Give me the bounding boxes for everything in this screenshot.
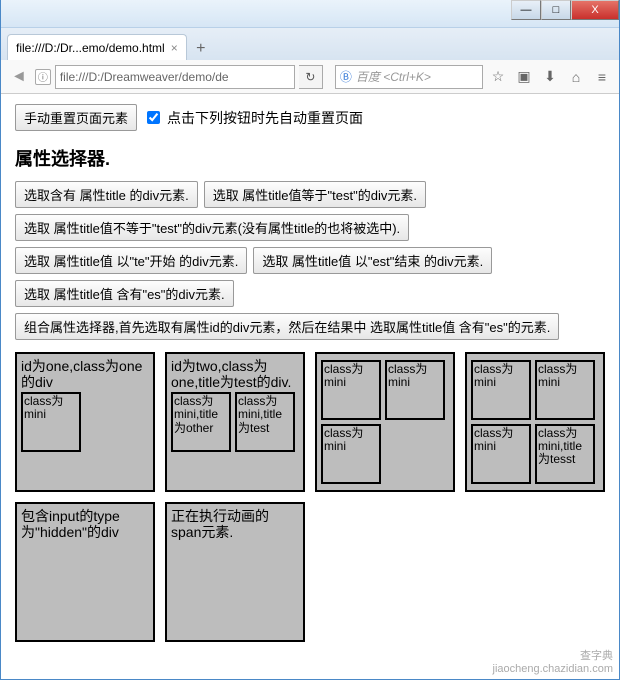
bookmark-icon[interactable]: ☆	[487, 68, 509, 85]
op-title-ne-test-button[interactable]: 选取 属性title值不等于"test"的div元素(没有属性title的也将被…	[15, 214, 409, 241]
op-combo-button[interactable]: 组合属性选择器,首先选取有属性id的div元素，然后在结果中 选取属性title…	[15, 313, 559, 340]
mini-box: class为mini,title为tesst	[535, 424, 595, 484]
panel-text: id为one,class为one的div	[21, 358, 149, 390]
panel-text: id为two,class为one,title为test的div.	[171, 358, 299, 390]
reload-icon: ↻	[305, 70, 315, 84]
demo-panel: 正在执行动画的span元素.	[165, 502, 305, 642]
window-close-button[interactable]: X	[571, 0, 619, 20]
browser-tab[interactable]: file:///D:/Dr...emo/demo.html ×	[7, 34, 187, 60]
tab-close-icon[interactable]: ×	[171, 41, 178, 55]
window-minimize-button[interactable]: —	[511, 0, 541, 20]
tab-bar: file:///D:/Dr...emo/demo.html × +	[1, 28, 619, 60]
demo-panel: id为two,class为one,title为test的div.class为mi…	[165, 352, 305, 492]
op-title-contains-es-button[interactable]: 选取 属性title值 含有"es"的div元素.	[15, 280, 234, 307]
mini-box: class为mini,title为other	[171, 392, 231, 452]
reset-button[interactable]: 手动重置页面元素	[15, 104, 137, 131]
section-title: 属性选择器.	[15, 145, 605, 171]
search-engine-icon: Ⓑ	[340, 68, 352, 85]
demo-panel: class为miniclass为miniclass为mini	[315, 352, 455, 492]
search-engine-label: 百度	[356, 68, 380, 85]
mini-box: class为mini	[471, 424, 531, 484]
panel-text: 包含input的type为"hidden"的div	[21, 508, 149, 540]
search-input[interactable]: Ⓑ 百度 <Ctrl+K>	[335, 65, 483, 89]
mini-wrap: class为miniclass为miniclass为miniclass为mini…	[471, 360, 599, 484]
downloads-icon[interactable]: ⬇	[539, 68, 561, 85]
url-input[interactable]: file:///D:/Dreamweaver/demo/de	[55, 65, 295, 89]
demo-area: id为one,class为one的divclass为miniid为two,cla…	[15, 352, 605, 642]
autoreset-text: 点击下列按钮时先自动重置页面	[167, 108, 363, 128]
search-placeholder: <Ctrl+K>	[383, 70, 431, 84]
menu-icon[interactable]: ≡	[591, 69, 613, 85]
home-icon[interactable]: ⌂	[565, 69, 587, 85]
window-titlebar: — □ X	[1, 0, 619, 28]
op-has-title-button[interactable]: 选取含有 属性title 的div元素.	[15, 181, 198, 208]
browser-window: — □ X file:///D:/Dr...emo/demo.html × + …	[0, 0, 620, 680]
watermark: 查字典 jiaocheng.chazidian.com	[493, 647, 613, 675]
reload-button[interactable]: ↻	[299, 65, 323, 89]
watermark-line2: jiaocheng.chazidian.com	[493, 663, 613, 675]
panel-text: 正在执行动画的span元素.	[171, 508, 299, 540]
autoreset-checkbox[interactable]	[147, 111, 160, 124]
demo-panel: id为one,class为one的divclass为mini	[15, 352, 155, 492]
watermark-line1: 查字典	[493, 647, 613, 663]
url-text: file:///D:/Dreamweaver/demo/de	[60, 70, 229, 84]
mini-box: class为mini	[21, 392, 81, 452]
autoreset-label[interactable]: 点击下列按钮时先自动重置页面	[143, 108, 363, 128]
window-maximize-button[interactable]: □	[541, 0, 571, 20]
mini-box: class为mini	[471, 360, 531, 420]
identity-icon[interactable]: ⓘ	[35, 69, 51, 85]
op-title-eq-test-button[interactable]: 选取 属性title值等于"test"的div元素.	[204, 181, 426, 208]
op-title-ends-est-button[interactable]: 选取 属性title值 以"est"结束 的div元素.	[253, 247, 492, 274]
page-content: 手动重置页面元素 点击下列按钮时先自动重置页面 属性选择器. 选取含有 属性ti…	[1, 94, 619, 679]
mini-wrap: class为mini,title为otherclass为mini,title为t…	[171, 392, 299, 452]
mini-box: class为mini	[385, 360, 445, 420]
nav-toolbar: ◄ ⓘ file:///D:/Dreamweaver/demo/de ↻ Ⓑ 百…	[1, 60, 619, 94]
back-icon[interactable]: ◄	[7, 68, 31, 86]
tab-title: file:///D:/Dr...emo/demo.html	[16, 41, 165, 55]
mini-box: class为mini	[321, 360, 381, 420]
demo-panel: 包含input的type为"hidden"的div	[15, 502, 155, 642]
mini-box: class为mini	[321, 424, 381, 484]
demo-panel: class为miniclass为miniclass为miniclass为mini…	[465, 352, 605, 492]
pocket-icon[interactable]: ▣	[513, 68, 535, 85]
mini-box: class为mini	[535, 360, 595, 420]
mini-box: class为mini,title为test	[235, 392, 295, 452]
mini-wrap: class为miniclass为miniclass为mini	[321, 360, 449, 484]
new-tab-button[interactable]: +	[189, 38, 213, 60]
mini-wrap: class为mini	[21, 392, 149, 452]
op-title-starts-te-button[interactable]: 选取 属性title值 以"te"开始 的div元素.	[15, 247, 247, 274]
